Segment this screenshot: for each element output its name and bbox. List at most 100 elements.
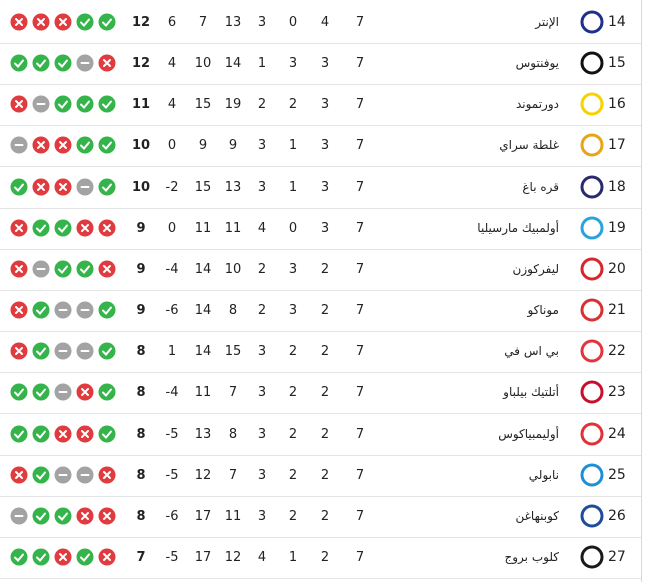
form-symbol [102,347,112,357]
points: 7 [136,549,146,565]
stat: 11 [194,220,212,236]
stat: -5 [165,467,179,483]
rank: 23 [608,384,626,401]
form-symbol [103,470,111,479]
form-symbol [102,306,112,316]
form-loss [54,13,72,31]
stat: 3 [257,508,267,524]
stat: 9 [198,138,208,154]
form-symbol [36,388,46,398]
form-loss [76,425,94,442]
form-win [32,219,50,237]
form-draw [54,383,72,401]
stat: 7 [355,138,365,154]
table-row: 20 ليفركوزن 7 2 3 2 10 14 -4 9 [0,249,641,291]
form-symbol [36,512,46,521]
stat: 2 [288,344,298,360]
team-logo [580,339,604,363]
team-logo [580,216,604,240]
form-loss [54,178,72,196]
rank: 25 [608,466,626,483]
team-logo [580,380,604,404]
form-draw [76,466,94,484]
team-logo [580,298,604,322]
form-draw [10,507,28,525]
form-win [10,425,28,442]
form-circle [76,136,94,154]
points: 9 [136,261,146,277]
form-draw [76,301,94,319]
stat: 7 [355,508,365,524]
stat: 7 [355,220,365,236]
form-loss [10,219,28,237]
stat: 1 [167,344,177,360]
stat: 0 [167,220,177,236]
rank: 19 [608,219,626,236]
rank: 15 [608,55,626,72]
stat: 7 [355,303,365,319]
form-win [10,178,28,196]
form-symbol [36,471,46,480]
stat: 7 [355,261,365,277]
form-symbol [81,223,89,232]
team-name: أتلتيك بيلباو [503,385,559,400]
stat: 3 [288,261,298,277]
stat: -5 [165,426,179,442]
logo-shape [580,257,604,281]
form-win [32,383,50,401]
stat: 3 [257,344,267,360]
stat: 2 [320,549,330,565]
table-row: 15 يوفنتوس 7 3 3 1 14 10 4 12 [0,43,641,86]
table-row: 14 الإنتر 7 4 0 3 13 7 6 12 [0,2,641,44]
form-loss [76,383,94,401]
form-loss [10,466,28,484]
stat: 7 [355,385,365,401]
stat: 7 [355,179,365,195]
logo-shape [580,298,604,322]
stat: 4 [167,56,177,72]
form-symbol [103,552,111,561]
team-logo [580,10,604,34]
form-circle [98,383,116,401]
form-circle [98,136,116,154]
form-loss [10,260,28,278]
form-circle [54,54,72,72]
form-loss [32,13,50,31]
form-symbol [80,100,90,110]
form-symbol [58,100,68,110]
team-name: أوليمبياكوس [498,426,559,441]
stat: 3 [288,56,298,72]
table-row: 25 نابولي 7 2 2 3 7 12 -5 8 [0,455,641,497]
form-loss [32,136,50,154]
form-circle [54,219,72,237]
points: 8 [136,508,146,524]
form-circle [54,507,72,525]
rank: 22 [608,343,626,360]
rank: 14 [608,14,626,30]
form-draw [54,466,72,484]
points: 12 [131,56,151,72]
form-symbol [37,182,45,191]
form-win [76,13,94,31]
logo-shape [580,92,604,116]
form-loss [98,507,116,525]
stat: 14 [194,344,212,360]
form-win [98,383,116,401]
form-circle [98,13,116,31]
form-symbol [14,183,24,192]
logo-shape [580,545,604,569]
team-name: ليفركوزن [512,261,560,276]
stat: -4 [165,261,179,277]
form-symbol [15,223,23,232]
form-circle [98,301,116,319]
form-symbol [103,511,111,520]
stat: 3 [288,303,298,319]
team-name: نابولي [528,467,559,482]
stat: 7 [355,97,365,113]
stat: 19 [224,97,242,113]
stat: 2 [288,385,298,401]
form-circle [10,425,28,442]
form-win [76,95,94,113]
points: 8 [136,344,146,360]
